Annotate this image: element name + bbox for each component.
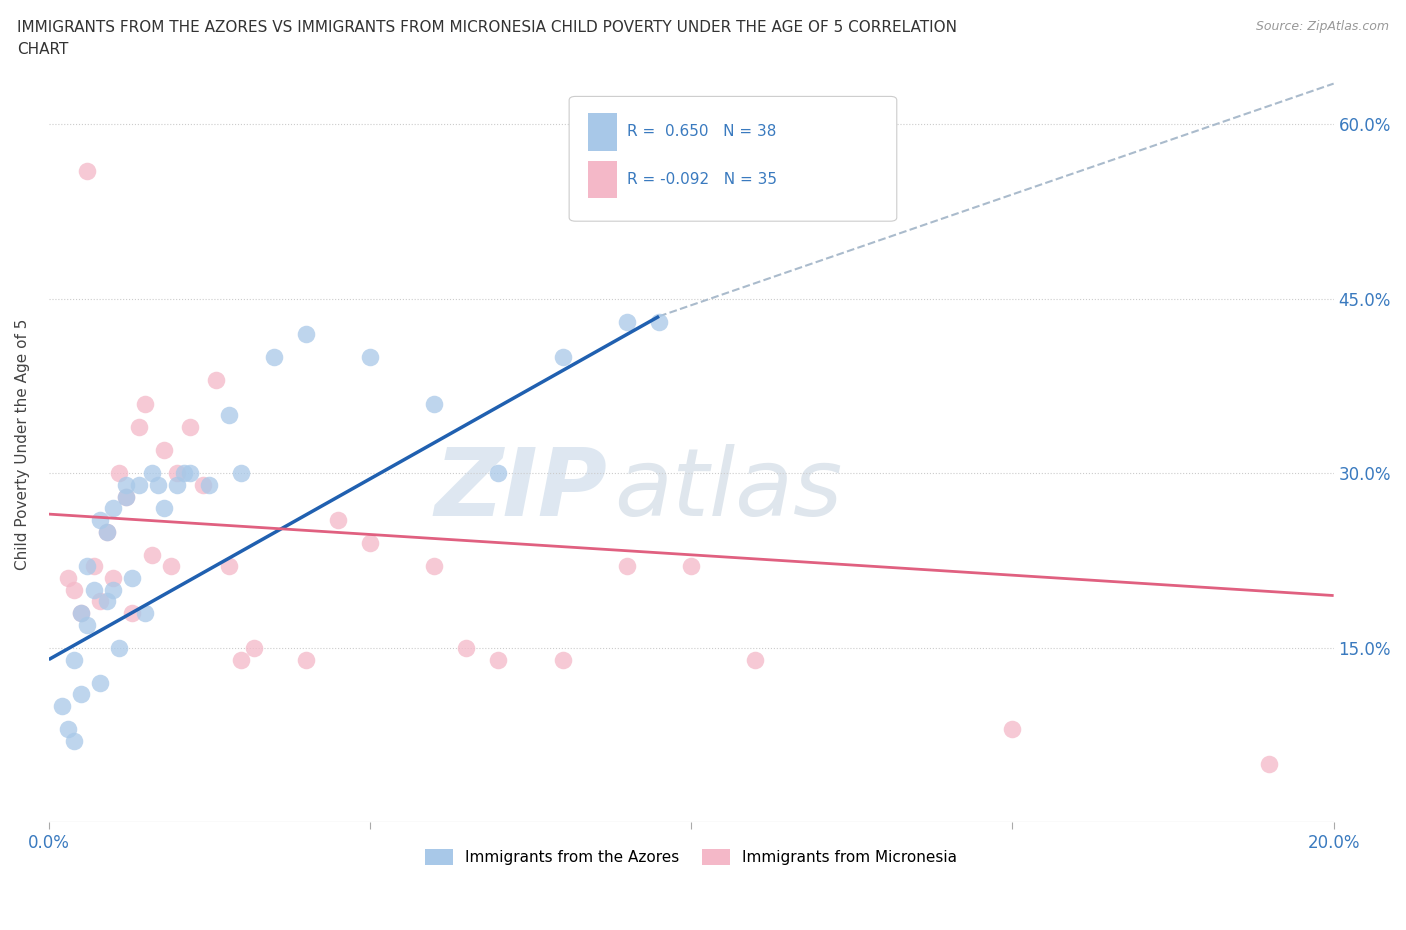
Point: [70, 605, 93, 620]
Point: [166, 478, 188, 493]
Point: [153, 501, 176, 516]
Point: [96, 525, 118, 539]
Point: [166, 466, 188, 481]
Point: [51, 698, 73, 713]
Point: [128, 419, 150, 434]
Point: [231, 466, 253, 481]
Y-axis label: Child Poverty Under the Age of 5: Child Poverty Under the Age of 5: [15, 319, 30, 570]
Text: Source: ZipAtlas.com: Source: ZipAtlas.com: [1256, 20, 1389, 33]
Point: [488, 652, 510, 667]
Point: [456, 641, 478, 656]
Point: [204, 373, 226, 388]
Point: [153, 443, 176, 458]
Point: [121, 605, 143, 620]
Point: [63, 582, 86, 597]
Point: [159, 559, 181, 574]
Point: [326, 512, 349, 527]
Point: [744, 652, 766, 667]
Point: [648, 314, 671, 329]
Point: [263, 350, 285, 365]
Point: [294, 326, 316, 341]
Bar: [588, 113, 617, 151]
Text: R = -0.092   N = 35: R = -0.092 N = 35: [627, 172, 778, 187]
Text: CHART: CHART: [17, 42, 69, 57]
Point: [423, 396, 446, 411]
Point: [101, 501, 124, 516]
Point: [76, 559, 98, 574]
FancyBboxPatch shape: [569, 97, 897, 221]
Point: [218, 407, 240, 422]
Text: IMMIGRANTS FROM THE AZORES VS IMMIGRANTS FROM MICRONESIA CHILD POVERTY UNDER THE: IMMIGRANTS FROM THE AZORES VS IMMIGRANTS…: [17, 20, 957, 35]
Point: [218, 559, 240, 574]
Point: [121, 571, 143, 586]
Point: [115, 478, 138, 493]
Point: [173, 466, 195, 481]
Point: [56, 722, 79, 737]
Point: [108, 466, 131, 481]
Point: [231, 652, 253, 667]
Point: [76, 164, 98, 179]
Legend: Immigrants from the Azores, Immigrants from Micronesia: Immigrants from the Azores, Immigrants f…: [419, 844, 963, 871]
Point: [63, 734, 86, 749]
Point: [96, 594, 118, 609]
Point: [115, 489, 138, 504]
Point: [616, 314, 638, 329]
Point: [76, 618, 98, 632]
Point: [141, 466, 163, 481]
Point: [1258, 757, 1281, 772]
Point: [63, 652, 86, 667]
Point: [179, 419, 201, 434]
Point: [96, 525, 118, 539]
Point: [1001, 722, 1024, 737]
Point: [101, 571, 124, 586]
Point: [359, 536, 381, 551]
Point: [89, 594, 111, 609]
Point: [115, 489, 138, 504]
Point: [179, 466, 201, 481]
Point: [134, 396, 156, 411]
Point: [243, 641, 266, 656]
Text: ZIP: ZIP: [434, 444, 607, 536]
Text: atlas: atlas: [614, 445, 842, 535]
Point: [128, 478, 150, 493]
Point: [83, 559, 105, 574]
Point: [551, 652, 574, 667]
Point: [423, 559, 446, 574]
Point: [101, 582, 124, 597]
Point: [551, 350, 574, 365]
Point: [108, 641, 131, 656]
Point: [681, 559, 703, 574]
Point: [70, 687, 93, 702]
Point: [89, 512, 111, 527]
Point: [141, 548, 163, 563]
Point: [146, 478, 169, 493]
Point: [134, 605, 156, 620]
Point: [191, 478, 214, 493]
Point: [488, 466, 510, 481]
Point: [294, 652, 316, 667]
Point: [70, 605, 93, 620]
Bar: [588, 161, 617, 198]
Point: [616, 559, 638, 574]
Text: R =  0.650   N = 38: R = 0.650 N = 38: [627, 125, 776, 140]
Point: [56, 571, 79, 586]
Point: [359, 350, 381, 365]
Point: [83, 582, 105, 597]
Point: [198, 478, 221, 493]
Point: [89, 675, 111, 690]
